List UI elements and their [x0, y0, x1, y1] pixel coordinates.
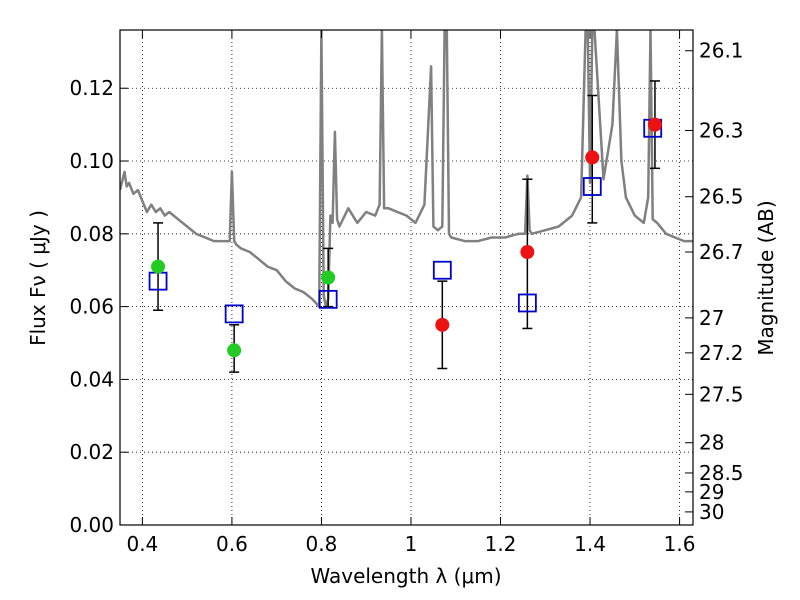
right-tick-label: 27.2: [699, 341, 744, 365]
y-tick-label: 0.10: [69, 149, 114, 173]
model-square-marker: [318, 289, 338, 309]
spectrum-line: [120, 30, 693, 308]
right-tick-label: 27: [699, 306, 724, 330]
right-tick-label: 28.5: [699, 461, 744, 485]
x-tick-label: 1.2: [485, 532, 517, 556]
right-tick-label: 26.7: [699, 240, 744, 264]
red-data-point: [647, 117, 662, 132]
green-data-point: [151, 259, 166, 274]
right-tick-label: 27.5: [699, 382, 744, 406]
right-tick-label: 26.5: [699, 185, 744, 209]
model-square-marker: [224, 304, 244, 324]
x-tick-label: 0.6: [216, 532, 248, 556]
plot-area: [120, 30, 693, 373]
right-tick-label: 28: [699, 431, 724, 455]
green-data-point: [321, 270, 336, 285]
x-tick-label: 1.6: [664, 532, 696, 556]
green-data-point: [227, 343, 242, 358]
right-axis-title: Magnitude (AB): [754, 200, 778, 355]
x-tick-label: 1: [405, 532, 418, 556]
x-axis-title: Wavelength λ (μm): [310, 564, 501, 588]
x-tick-label: 0.8: [306, 532, 338, 556]
right-tick-label: 26.1: [699, 39, 744, 63]
y-tick-label: 0.08: [69, 222, 114, 246]
right-tick-label: 26.3: [699, 118, 744, 142]
x-tick-label: 1.4: [574, 532, 606, 556]
y-tick-label: 0.06: [69, 295, 114, 319]
model-square-marker: [517, 293, 537, 313]
model-square-marker: [582, 177, 602, 196]
grid-lines: [120, 30, 693, 526]
y-tick-label: 0.12: [69, 76, 114, 100]
x-tick-label: 0.4: [126, 532, 158, 556]
red-data-point: [585, 150, 600, 165]
plot-frame: [119, 29, 694, 526]
model-square-marker: [432, 260, 452, 280]
right-tick-label: 29: [699, 480, 724, 504]
right-tick-label: 30: [699, 500, 724, 524]
y-tick-label: 0.02: [69, 440, 114, 464]
y-tick-label: 0.00: [69, 513, 114, 537]
red-data-point: [520, 245, 535, 260]
y-tick-label: 0.04: [69, 367, 114, 391]
red-data-point: [435, 317, 450, 332]
y-axis-title: Flux Fν ( μJy ): [26, 210, 50, 346]
axis-ticks: 0.4 0.6 0.8 1 1.2 1.4 1.6 0.00 0.02 0.04 0.06 0.08 0…: [69, 30, 744, 556]
